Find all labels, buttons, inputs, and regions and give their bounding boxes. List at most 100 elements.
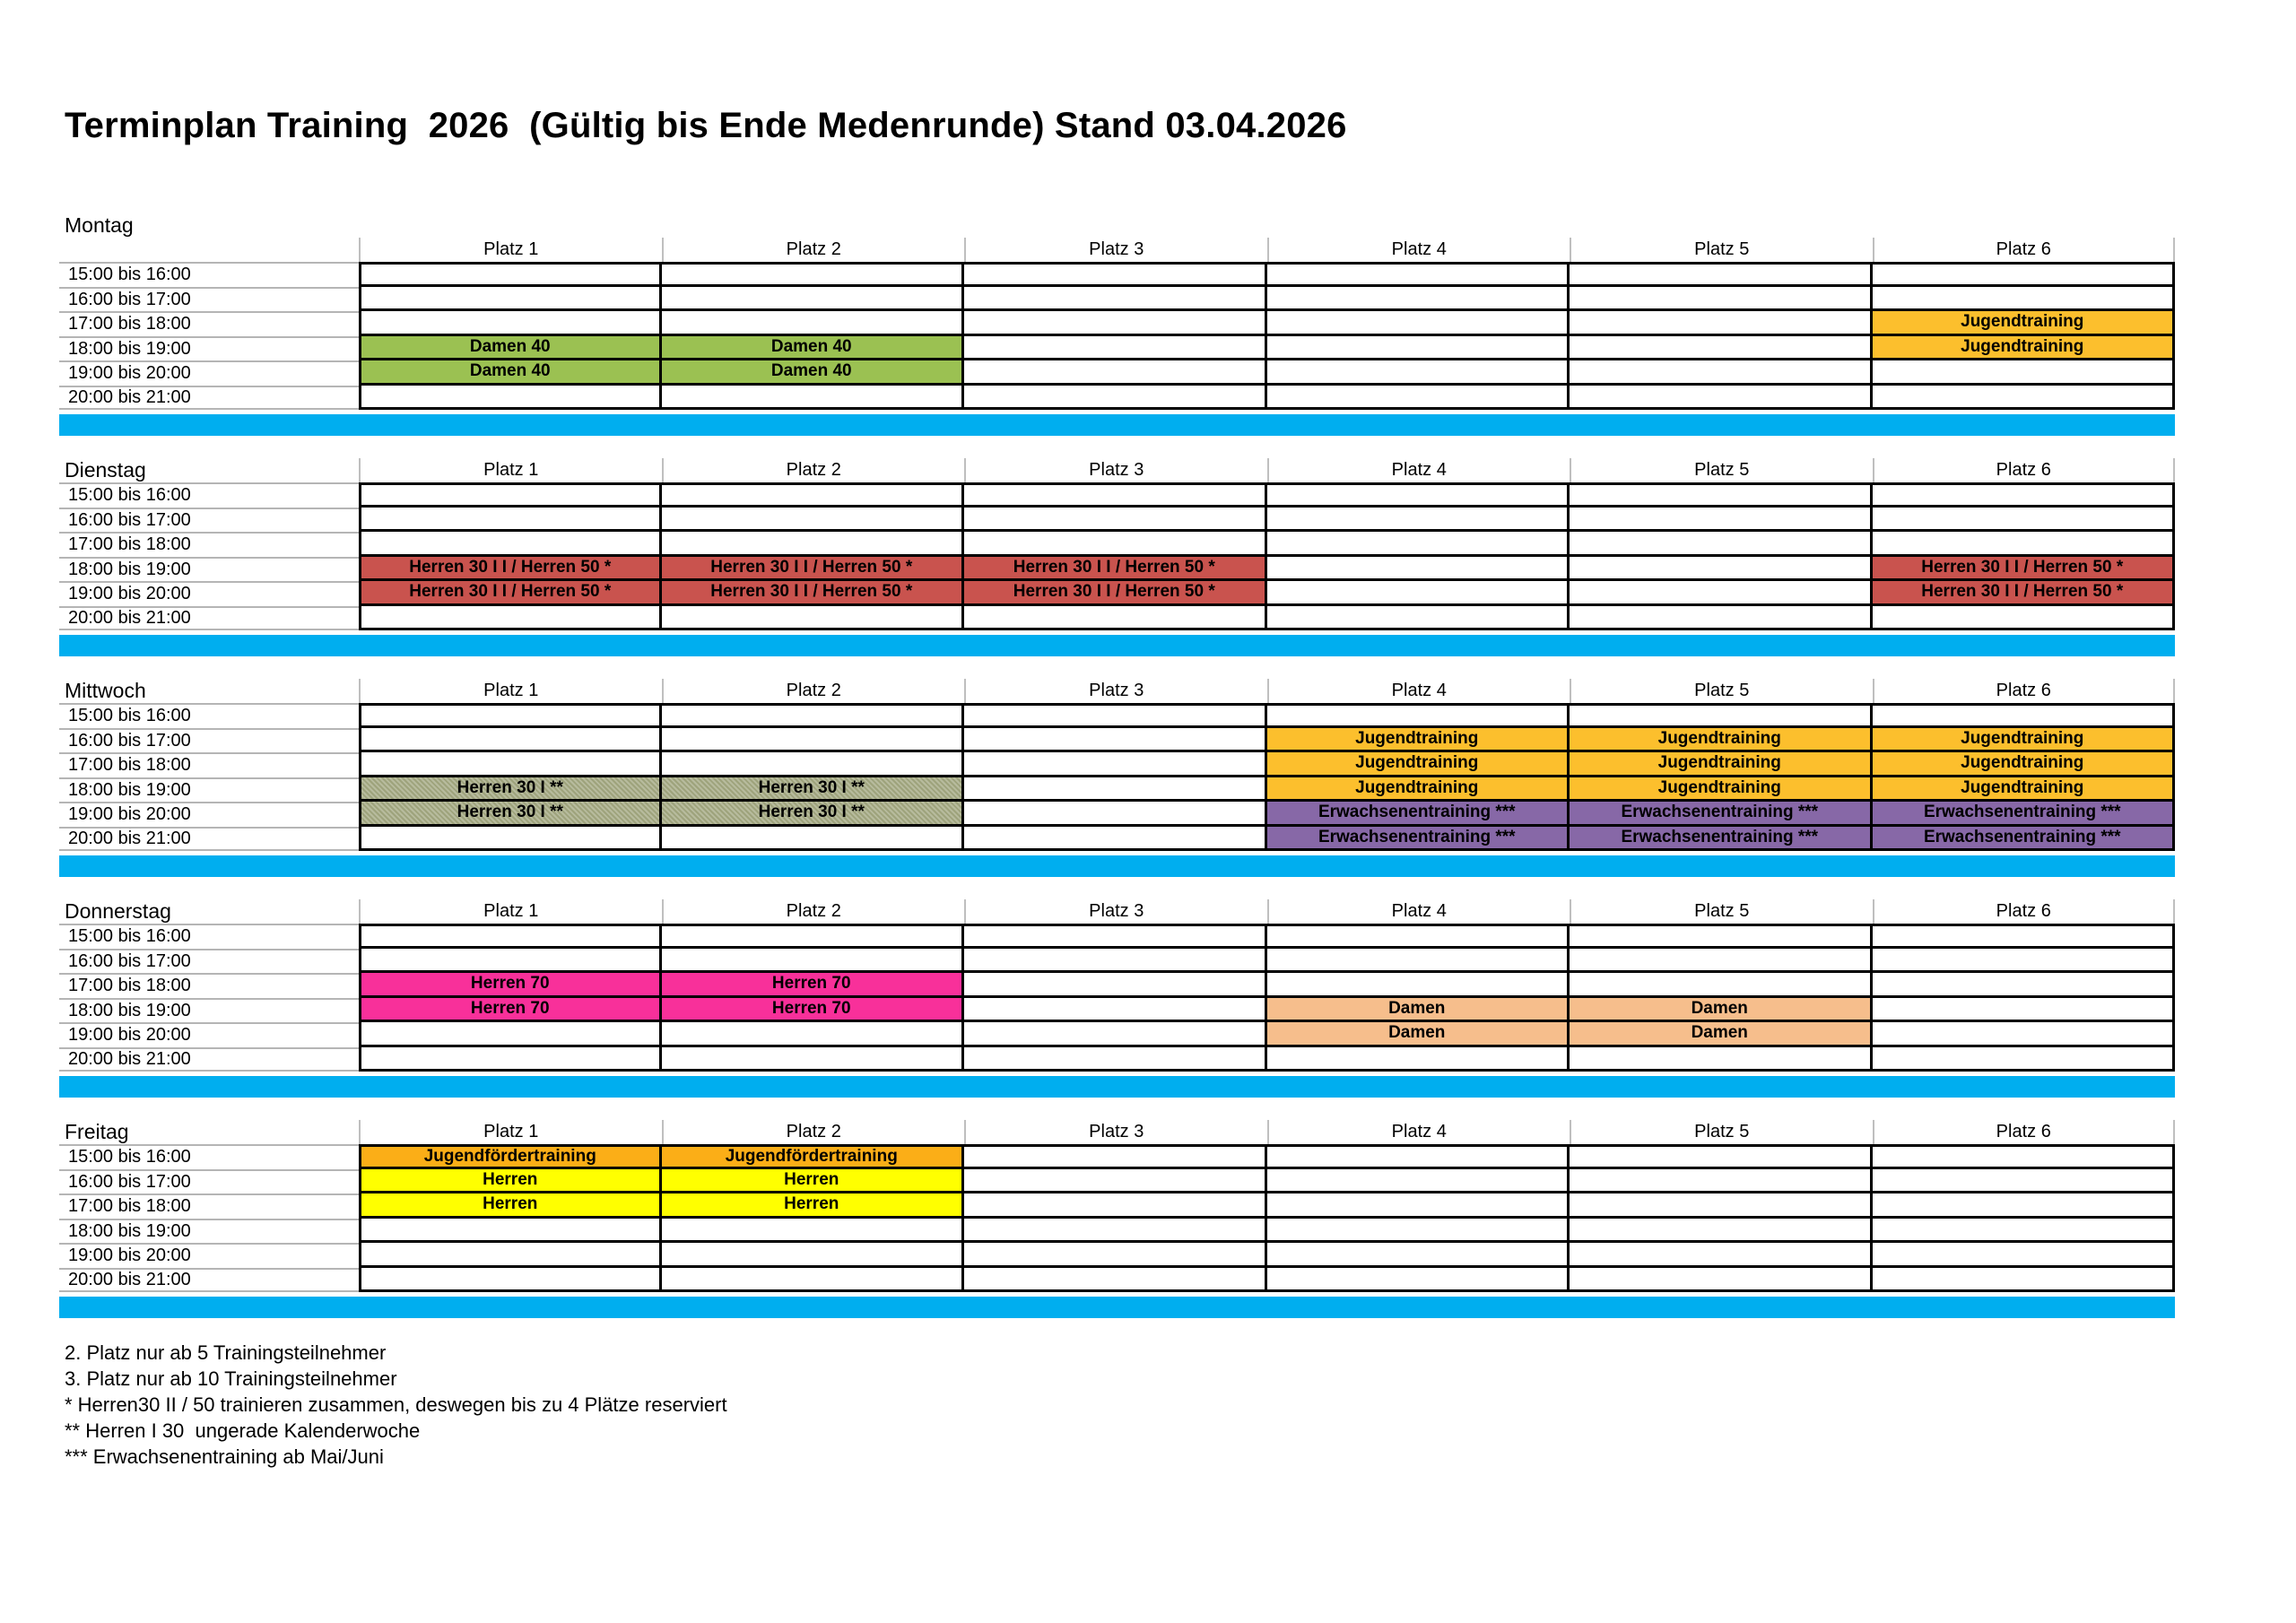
- header-corner: [59, 238, 359, 262]
- schedule-cell-label: Herren 30 I I / Herren 50 *: [409, 582, 612, 602]
- schedule-cell: [1266, 605, 1570, 630]
- schedule-cell-label: Damen: [1388, 998, 1446, 1018]
- schedule-cell: [359, 532, 662, 557]
- schedule-cell-label: Herren 30 I **: [457, 803, 563, 822]
- schedule-cell-label: Jugendtraining: [1961, 336, 2084, 356]
- schedule-cell: [964, 948, 1267, 973]
- schedule-cell: [1266, 948, 1570, 973]
- schedule-cell-label: Damen: [1388, 1023, 1446, 1043]
- schedule-cell: [359, 385, 662, 410]
- schedule-cell-label: Herren 70: [771, 998, 851, 1018]
- time-label: 20:00 bis 21:00: [59, 1046, 359, 1072]
- schedule-cell-label: Erwachsenentraining ***: [1923, 803, 2121, 822]
- schedule-cell: [661, 1022, 964, 1047]
- schedule-cell: [661, 1046, 964, 1072]
- schedule-cell: [964, 973, 1267, 998]
- column-header: Platz 1: [359, 1120, 662, 1144]
- schedule-cell-label: Damen 40: [469, 336, 551, 356]
- day-label-row: Montag: [59, 211, 2175, 238]
- schedule-cell-herren: Herren: [661, 1193, 964, 1219]
- footnote-line: * Herren30 II / 50 trainieren zusammen, …: [65, 1393, 727, 1416]
- schedule-cell-erwachsene: Erwachsenentraining ***: [1266, 826, 1570, 851]
- day-grid: Freitag Platz 1 Platz 2 Platz 3 Platz 4 Platz…: [59, 1120, 2175, 1292]
- schedule-cell: [1266, 482, 1570, 508]
- schedule-cell: [964, 1168, 1267, 1193]
- schedule-cell-label: Herren 30 I I / Herren 50 *: [1921, 582, 2124, 602]
- schedule-cell: [1872, 605, 2175, 630]
- column-header: Platz 2: [661, 238, 965, 262]
- schedule-cell: [964, 1046, 1267, 1072]
- schedule-cell-label: Jugendtraining: [1657, 753, 1781, 773]
- time-label: 16:00 bis 17:00: [59, 507, 359, 533]
- schedule-cell: [359, 1046, 662, 1072]
- column-header: Platz 2: [661, 899, 965, 924]
- time-label: 17:00 bis 18:00: [59, 532, 359, 557]
- schedule-cell: [359, 1022, 662, 1047]
- schedule-cell-herren3050: Herren 30 I I / Herren 50 *: [1872, 556, 2175, 581]
- schedule-cell: [1570, 924, 1873, 949]
- schedule-cell-label: Jugendfördertraining: [725, 1146, 898, 1166]
- time-label: 15:00 bis 16:00: [59, 262, 359, 287]
- schedule-cell-jugend: Jugendtraining: [1872, 777, 2175, 802]
- schedule-cell: [1266, 385, 1570, 410]
- schedule-cell-damen: Damen: [1266, 997, 1570, 1022]
- time-label: 16:00 bis 17:00: [59, 286, 359, 312]
- schedule-cell-damen40: Damen 40: [359, 335, 662, 360]
- time-label: 19:00 bis 20:00: [59, 360, 359, 386]
- schedule-cell-erwachsene: Erwachsenentraining ***: [1872, 826, 2175, 851]
- schedule-cell-damen40: Damen 40: [359, 360, 662, 386]
- column-header: Platz 6: [1872, 679, 2175, 703]
- time-label: 18:00 bis 19:00: [59, 335, 359, 361]
- column-header: Platz 3: [964, 458, 1267, 482]
- section-divider-bar: [59, 414, 2175, 436]
- schedule-cell-label: Herren 30 I I / Herren 50 *: [710, 557, 913, 577]
- schedule-cell: [661, 826, 964, 851]
- day-grid: Dienstag Platz 1 Platz 2 Platz 3 Platz 4 Plat…: [59, 458, 2175, 630]
- schedule-cell: [1570, 948, 1873, 973]
- time-label: 19:00 bis 20:00: [59, 581, 359, 606]
- schedule-cell: [1872, 385, 2175, 410]
- schedule-cell-herren: Herren: [359, 1193, 662, 1219]
- schedule-cell: [964, 727, 1267, 752]
- schedule-cell-erwachsene: Erwachsenentraining ***: [1570, 802, 1873, 827]
- day-section-donnerstag: Donnerstag Platz 1 Platz 2 Platz 3 Platz 4 Pl…: [59, 899, 2175, 1098]
- column-header: Platz 6: [1872, 899, 2175, 924]
- schedule-cell: [1570, 556, 1873, 581]
- schedule-cell: [1570, 973, 1873, 998]
- schedule-cell-label: Herren: [784, 1194, 839, 1214]
- schedule-cell: [1266, 335, 1570, 360]
- footnotes: 2. Platz nur ab 5 Trainingsteilnehmer 3.…: [59, 1340, 2175, 1470]
- schedule-cell: [1570, 311, 1873, 336]
- schedule-cell-label: Jugendtraining: [1961, 753, 2084, 773]
- day-label: Donnerstag: [65, 899, 171, 923]
- schedule-cell: [359, 482, 662, 508]
- schedule-cell: [964, 311, 1267, 336]
- schedule-cell: [1570, 605, 1873, 630]
- schedule-cell: [1570, 1193, 1873, 1219]
- schedule-cell: [1266, 360, 1570, 386]
- schedule-cell: [359, 1267, 662, 1292]
- schedule-cell: [964, 802, 1267, 827]
- schedule-cell-label: Jugendtraining: [1657, 777, 1781, 797]
- column-header: Platz 6: [1872, 1120, 2175, 1144]
- schedule-cell-damen: Damen: [1266, 1022, 1570, 1047]
- schedule-cell: [964, 1022, 1267, 1047]
- schedule-cell: [964, 335, 1267, 360]
- schedule-cell: [661, 752, 964, 777]
- schedule-cell-herren3050: Herren 30 I I / Herren 50 *: [964, 581, 1267, 606]
- schedule-cell-label: Erwachsenentraining ***: [1621, 803, 1819, 822]
- schedule-cell: [661, 1218, 964, 1243]
- column-header: Platz 4: [1266, 679, 1570, 703]
- schedule-cell-herren3050: Herren 30 I I / Herren 50 *: [964, 556, 1267, 581]
- schedule-cell-label: Herren: [784, 1169, 839, 1189]
- schedule-cell-label: Herren: [483, 1194, 538, 1214]
- schedule-cell: [1570, 286, 1873, 311]
- schedule-cell-herren70: Herren 70: [661, 997, 964, 1022]
- time-label: 18:00 bis 19:00: [59, 997, 359, 1023]
- day-grid: Platz 1 Platz 2 Platz 3 Platz 4 Platz 5 Platz…: [59, 238, 2175, 410]
- schedule-cell: [1266, 556, 1570, 581]
- schedule-cell: [964, 1243, 1267, 1268]
- schedule-cell: [359, 1243, 662, 1268]
- schedule-cell-label: Damen 40: [770, 336, 852, 356]
- column-header: Platz 5: [1570, 1120, 1873, 1144]
